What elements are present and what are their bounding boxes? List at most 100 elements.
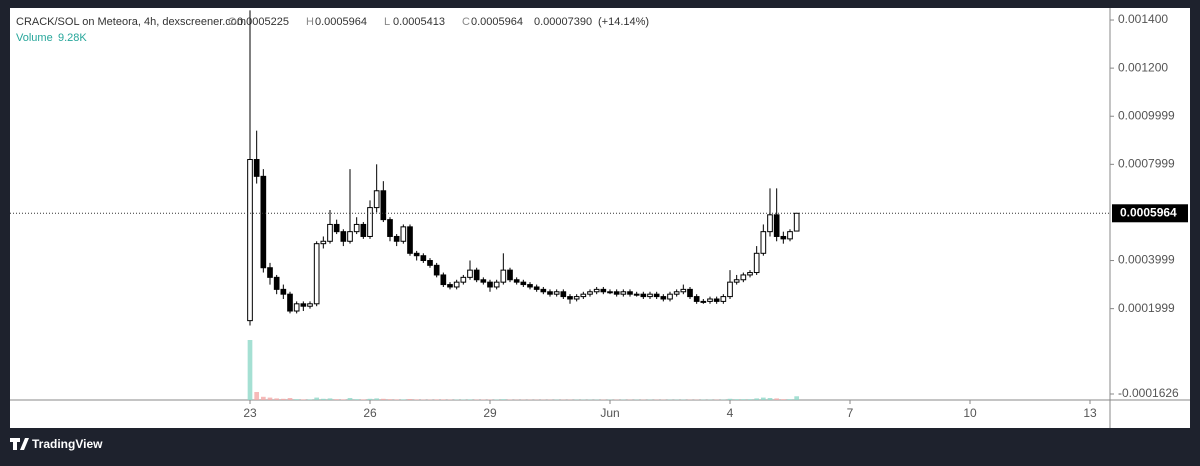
candle-body xyxy=(254,160,259,177)
candle-body xyxy=(674,292,679,294)
candle-body xyxy=(461,277,466,282)
candle-body xyxy=(628,292,633,294)
candle-body xyxy=(681,289,686,291)
volume-bar xyxy=(314,398,319,400)
x-tick-label: 29 xyxy=(483,406,497,420)
candle-body xyxy=(394,236,399,241)
candle-body xyxy=(788,232,793,239)
volume-bar xyxy=(761,398,766,400)
x-tick-label: 23 xyxy=(243,406,257,420)
last-price-label: 0.0005964 xyxy=(1120,205,1177,219)
change-percent: (+14.14%) xyxy=(598,16,649,28)
x-tick-label: 7 xyxy=(847,406,854,420)
volume-bar xyxy=(434,399,439,400)
y-tick-label: 0.0007999 xyxy=(1118,157,1175,171)
candle-body xyxy=(434,265,439,275)
volume-bar xyxy=(441,399,446,400)
ohlc-key: L xyxy=(384,16,390,28)
candle-body xyxy=(608,292,613,293)
candle-body xyxy=(481,280,486,282)
volume-bar xyxy=(741,399,746,400)
volume-bar xyxy=(268,398,273,400)
candle-body xyxy=(414,253,419,255)
candle-body xyxy=(661,297,666,299)
candle-body xyxy=(268,268,273,278)
brand-name: TradingView xyxy=(32,437,103,451)
candle-body xyxy=(761,232,766,254)
x-tick-label: Jun xyxy=(600,406,619,420)
volume-bar xyxy=(748,399,753,400)
candle-body xyxy=(548,292,553,294)
candle-body xyxy=(581,294,586,296)
candle-body xyxy=(361,224,366,236)
candle-body xyxy=(541,289,546,291)
candle-body xyxy=(708,299,713,301)
volume-bar xyxy=(408,399,413,400)
candle-body xyxy=(648,294,653,296)
candle-body xyxy=(561,292,566,297)
candle-body xyxy=(334,224,339,231)
ohlc-value: 0.0005964 xyxy=(315,16,367,28)
candle-body xyxy=(528,285,533,287)
volume-bar xyxy=(328,398,333,400)
candle-body xyxy=(574,297,579,299)
volume-bar xyxy=(334,399,339,400)
candle-body xyxy=(754,253,759,272)
candle-body xyxy=(294,304,299,311)
ohlc-key: O xyxy=(228,16,237,28)
volume-bar xyxy=(734,399,739,400)
y-tick-label: 0.001200 xyxy=(1118,60,1168,74)
x-tick-label: 26 xyxy=(363,406,377,420)
volume-bar xyxy=(768,398,773,400)
candle-body xyxy=(441,275,446,285)
candle-body xyxy=(288,294,293,311)
candle-body xyxy=(281,289,286,294)
candle-body xyxy=(521,282,526,284)
candle-body xyxy=(421,256,426,261)
volume-bar xyxy=(501,399,506,400)
ohlc-value: 0.0005225 xyxy=(237,16,289,28)
candle-body xyxy=(641,294,646,296)
candle-body xyxy=(794,213,799,231)
change-value: 0.00007390 xyxy=(534,16,592,28)
candle-body xyxy=(774,215,779,237)
volume-bar xyxy=(468,399,473,400)
volume-bar xyxy=(381,399,386,400)
candle-body xyxy=(408,227,413,253)
candle-body xyxy=(368,208,373,237)
candle-body xyxy=(301,304,306,306)
y-tick-label: 0.001400 xyxy=(1118,12,1168,26)
volume-bar xyxy=(388,399,393,400)
ohlc-value: 0.0005413 xyxy=(393,16,445,28)
volume-bar xyxy=(794,396,799,400)
y-tick-label: -0.0001626 xyxy=(1118,386,1179,400)
candle-body xyxy=(388,220,393,237)
candle-body xyxy=(348,232,353,242)
candle-body xyxy=(454,282,459,287)
candle-body xyxy=(314,244,319,304)
chart-background xyxy=(10,8,1190,428)
legend: CRACK/SOL on Meteora, 4h, dexscreener.co… xyxy=(16,16,649,28)
ohlc-key: C xyxy=(462,16,470,28)
candle-body xyxy=(474,270,479,280)
x-tick-label: 4 xyxy=(727,406,734,420)
volume-bar xyxy=(394,399,399,400)
volume-title: Volume xyxy=(16,32,53,44)
x-tick-label: 13 xyxy=(1083,406,1097,420)
candle-body xyxy=(768,215,773,232)
volume-bar xyxy=(374,398,379,400)
candle-body xyxy=(554,292,559,294)
candle-body xyxy=(428,261,433,266)
candle-body xyxy=(614,292,619,294)
volume-bar xyxy=(341,399,346,400)
volume-bar xyxy=(281,399,286,400)
volume-bar xyxy=(348,398,353,400)
candle-body xyxy=(401,227,406,241)
candle-body xyxy=(588,292,593,294)
volume-bar xyxy=(354,399,359,400)
candle-body xyxy=(308,304,313,306)
y-tick-label: 0.0001999 xyxy=(1118,301,1175,315)
candle-body xyxy=(488,282,493,287)
y-tick-label: 0.0003999 xyxy=(1118,253,1175,267)
candle-body xyxy=(381,191,386,220)
